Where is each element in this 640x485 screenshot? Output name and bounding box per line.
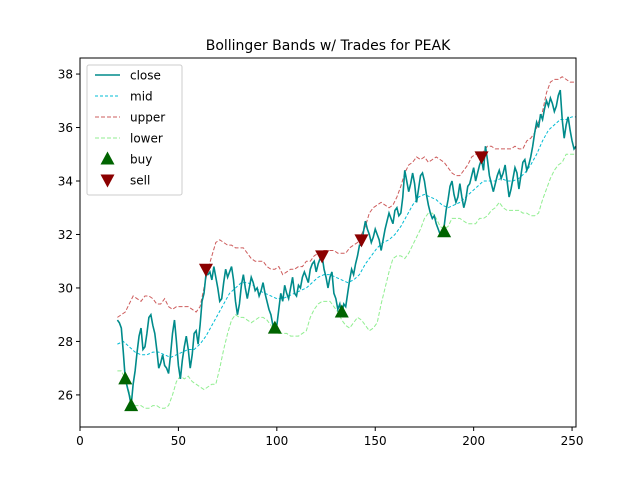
plot-frame (79, 57, 577, 428)
x-tick-label: 200 (462, 434, 485, 448)
y-tick-label: 26 (58, 388, 73, 402)
chart-title: Bollinger Bands w/ Trades for PEAK (206, 38, 451, 54)
legend-sell-icon (100, 174, 115, 188)
close-line (116, 89, 576, 406)
legend-buy-icon (100, 151, 115, 165)
trade-markers-layer (118, 151, 489, 412)
y-tick-label: 30 (58, 281, 73, 295)
legend: close mid upper lower buy sell (86, 64, 183, 196)
series-layer (116, 76, 576, 409)
lower-line (117, 153, 576, 409)
x-tick-label: 250 (561, 434, 584, 448)
legend-lower-label: lower (130, 132, 163, 146)
sell-marker (354, 234, 369, 248)
legend-sell-label: sell (130, 174, 150, 188)
sell-marker (474, 151, 489, 165)
legend-close-label: close (130, 69, 161, 83)
legend-mid-label: mid (130, 90, 153, 104)
mid-line (117, 116, 576, 359)
buy-marker (267, 320, 282, 334)
x-tick-label: 50 (171, 434, 186, 448)
x-tick-label: 150 (364, 434, 387, 448)
x-tick-label: 0 (76, 434, 84, 448)
x-tick-label: 100 (265, 434, 288, 448)
buy-marker (334, 304, 349, 318)
buy-marker (437, 224, 452, 238)
upper-line (117, 76, 576, 318)
y-tick-label: 38 (58, 68, 73, 82)
axes-layer: 0 50 100 150 200 250 26 28 30 32 34 36 38 (58, 68, 584, 448)
buy-marker (118, 371, 133, 385)
y-tick-label: 36 (58, 121, 73, 135)
sell-marker (198, 263, 213, 277)
y-tick-label: 28 (58, 335, 73, 349)
sell-marker (315, 250, 330, 264)
legend-upper-label: upper (130, 111, 165, 125)
legend-buy-label: buy (130, 153, 152, 167)
y-tick-label: 32 (58, 228, 73, 242)
y-tick-label: 34 (58, 175, 73, 189)
buy-marker (124, 398, 139, 412)
